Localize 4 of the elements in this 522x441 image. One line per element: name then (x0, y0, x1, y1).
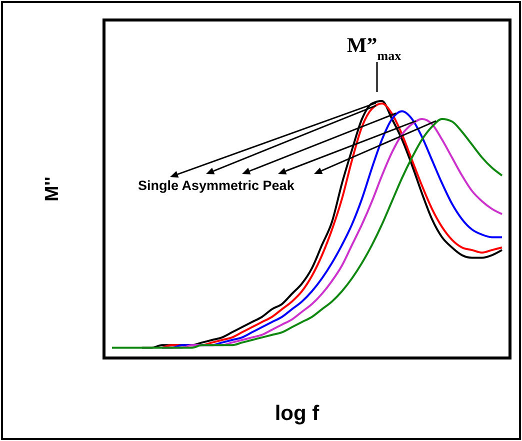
x-axis-title: log f (274, 402, 320, 425)
y-axis-title: M'' (42, 176, 63, 202)
annotation: Single Asymmetric Peak (138, 178, 295, 193)
text: M”$_{max}$ (346, 33, 402, 62)
